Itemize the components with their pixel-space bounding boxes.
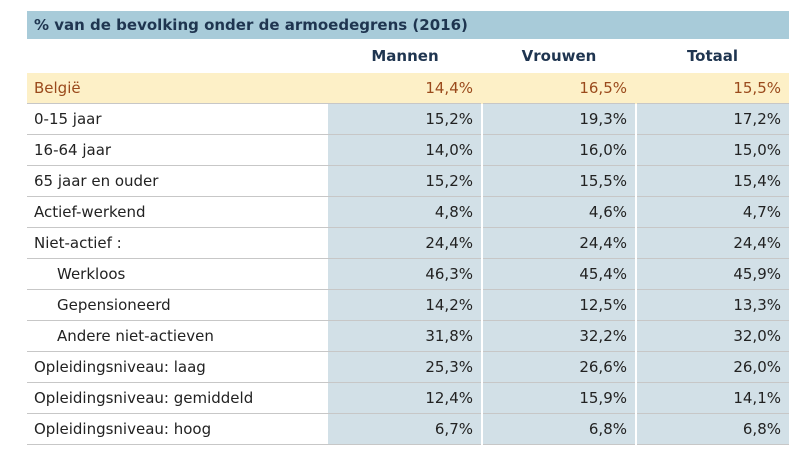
value-totaal: 17,2% bbox=[636, 103, 789, 135]
value-vrouwen: 32,2% bbox=[482, 320, 637, 352]
value-vrouwen: 16,0% bbox=[482, 134, 637, 166]
value-vrouwen: 16,5% bbox=[482, 73, 637, 104]
value-vrouwen: 12,5% bbox=[482, 289, 637, 321]
value-mannen: 46,3% bbox=[328, 258, 483, 290]
table-row: Niet-actief : 24,4% 24,4% 24,4% bbox=[27, 227, 789, 259]
value-mannen: 14,4% bbox=[328, 73, 483, 104]
value-vrouwen: 24,4% bbox=[482, 227, 637, 259]
table-row: Opleidingsniveau: laag 25,3% 26,6% 26,0% bbox=[27, 351, 789, 383]
row-label: 16-64 jaar bbox=[27, 134, 328, 166]
row-label: 65 jaar en ouder bbox=[27, 165, 328, 197]
value-vrouwen: 4,6% bbox=[482, 196, 637, 228]
table-row: Actief-werkend 4,8% 4,6% 4,7% bbox=[27, 196, 789, 228]
header-empty bbox=[27, 39, 328, 73]
table-row: 16-64 jaar 14,0% 16,0% 15,0% bbox=[27, 134, 789, 166]
table-row: 65 jaar en ouder 15,2% 15,5% 15,4% bbox=[27, 165, 789, 197]
data-table: Mannen Vrouwen Totaal België 14,4% 16,5%… bbox=[27, 39, 789, 445]
value-totaal: 32,0% bbox=[636, 320, 789, 352]
value-totaal: 4,7% bbox=[636, 196, 789, 228]
value-mannen: 24,4% bbox=[328, 227, 483, 259]
value-mannen: 12,4% bbox=[328, 382, 483, 414]
value-mannen: 14,2% bbox=[328, 289, 483, 321]
value-totaal: 24,4% bbox=[636, 227, 789, 259]
row-label: Werkloos bbox=[27, 258, 328, 290]
header-mannen: Mannen bbox=[328, 39, 482, 73]
value-mannen: 6,7% bbox=[328, 413, 483, 445]
header-row: Mannen Vrouwen Totaal bbox=[27, 39, 789, 73]
value-vrouwen: 19,3% bbox=[482, 103, 637, 135]
value-mannen: 15,2% bbox=[328, 165, 483, 197]
value-mannen: 25,3% bbox=[328, 351, 483, 383]
row-label: Andere niet-actieven bbox=[27, 320, 328, 352]
value-mannen: 15,2% bbox=[328, 103, 483, 135]
value-vrouwen: 45,4% bbox=[482, 258, 637, 290]
table-row: België 14,4% 16,5% 15,5% bbox=[27, 73, 789, 104]
row-label: Niet-actief : bbox=[27, 227, 328, 259]
table-row: Werkloos 46,3% 45,4% 45,9% bbox=[27, 258, 789, 290]
value-totaal: 13,3% bbox=[636, 289, 789, 321]
row-label: 0-15 jaar bbox=[27, 103, 328, 135]
value-totaal: 6,8% bbox=[636, 413, 789, 445]
header-vrouwen: Vrouwen bbox=[482, 39, 636, 73]
value-totaal: 15,4% bbox=[636, 165, 789, 197]
value-totaal: 15,5% bbox=[636, 73, 789, 104]
row-label: Opleidingsniveau: gemiddeld bbox=[27, 382, 328, 414]
table-row: Opleidingsniveau: gemiddeld 12,4% 15,9% … bbox=[27, 382, 789, 414]
value-mannen: 14,0% bbox=[328, 134, 483, 166]
row-label: België bbox=[27, 73, 328, 104]
table-row: Opleidingsniveau: hoog 6,7% 6,8% 6,8% bbox=[27, 413, 789, 445]
row-label: Actief-werkend bbox=[27, 196, 328, 228]
value-totaal: 26,0% bbox=[636, 351, 789, 383]
value-totaal: 14,1% bbox=[636, 382, 789, 414]
value-totaal: 45,9% bbox=[636, 258, 789, 290]
value-vrouwen: 26,6% bbox=[482, 351, 637, 383]
poverty-table: % van de bevolking onder de armoedegrens… bbox=[27, 11, 789, 445]
table-row: Andere niet-actieven 31,8% 32,2% 32,0% bbox=[27, 320, 789, 352]
table-title: % van de bevolking onder de armoedegrens… bbox=[27, 11, 789, 39]
value-totaal: 15,0% bbox=[636, 134, 789, 166]
value-mannen: 4,8% bbox=[328, 196, 483, 228]
header-totaal: Totaal bbox=[636, 39, 789, 73]
row-label: Opleidingsniveau: hoog bbox=[27, 413, 328, 445]
value-vrouwen: 15,5% bbox=[482, 165, 637, 197]
row-label: Gepensioneerd bbox=[27, 289, 328, 321]
table-row: 0-15 jaar 15,2% 19,3% 17,2% bbox=[27, 103, 789, 135]
value-mannen: 31,8% bbox=[328, 320, 483, 352]
value-vrouwen: 6,8% bbox=[482, 413, 637, 445]
row-label: Opleidingsniveau: laag bbox=[27, 351, 328, 383]
value-vrouwen: 15,9% bbox=[482, 382, 637, 414]
table-row: Gepensioneerd 14,2% 12,5% 13,3% bbox=[27, 289, 789, 321]
